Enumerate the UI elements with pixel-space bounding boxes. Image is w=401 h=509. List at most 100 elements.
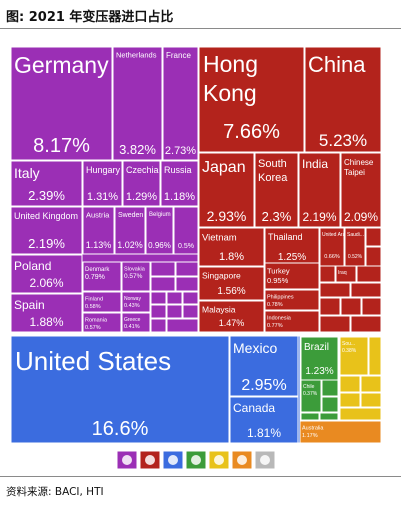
label-france: France bbox=[166, 51, 191, 60]
label-united-states: United States bbox=[15, 346, 171, 376]
cell-russia bbox=[160, 160, 199, 207]
value-turkey: 0.95% bbox=[267, 276, 289, 285]
value-denmark: 0.79% bbox=[85, 274, 105, 281]
cell-norway bbox=[121, 291, 151, 313]
small-country-cell bbox=[150, 291, 167, 305]
small-country-cell bbox=[339, 375, 361, 393]
cell-thailand bbox=[264, 227, 320, 267]
cell-czechia bbox=[122, 160, 161, 207]
value-mexico: 2.95% bbox=[241, 377, 286, 394]
value-canada: 1.81% bbox=[247, 426, 281, 440]
small-country-cell bbox=[350, 315, 382, 333]
cell-hungary bbox=[82, 160, 123, 207]
value-italy: 2.39% bbox=[28, 188, 65, 203]
label-chinese-taipei: Chinese bbox=[344, 158, 374, 167]
small-country-cell bbox=[319, 412, 339, 421]
label-romania: Romania bbox=[85, 318, 108, 324]
bottom-divider bbox=[0, 476, 401, 477]
cell-netherlands bbox=[112, 46, 163, 161]
cell-finland bbox=[82, 291, 122, 313]
africa-map-icon-glyph bbox=[214, 455, 224, 465]
cell-united-states bbox=[10, 335, 230, 444]
value-philippines: 0.78% bbox=[267, 302, 283, 308]
label-slovakia: Slovakia bbox=[124, 267, 146, 273]
cell-unlabeled bbox=[173, 206, 199, 255]
label-china: China bbox=[308, 52, 366, 77]
small-country-cell bbox=[365, 246, 382, 267]
value-vietnam: 1.8% bbox=[219, 251, 244, 263]
value-malaysia: 1.47% bbox=[219, 318, 245, 328]
small-country-cell bbox=[360, 392, 382, 408]
cell-south-africa bbox=[339, 336, 369, 376]
cell-united-kingdom bbox=[10, 206, 83, 255]
label-india: India bbox=[302, 157, 328, 171]
value-poland: 2.06% bbox=[29, 276, 63, 290]
other-map-icon-glyph bbox=[260, 455, 270, 465]
cell-sweden bbox=[114, 206, 146, 255]
small-country-cell bbox=[321, 396, 339, 413]
label-saudi-arabia: Saudi... bbox=[347, 232, 364, 238]
small-country-cell bbox=[150, 318, 167, 333]
value-romania: 0.57% bbox=[85, 325, 101, 331]
figure-title: 图: 2021 年变压器进口占比 bbox=[6, 10, 174, 25]
value-china: 5.23% bbox=[319, 131, 367, 150]
label-hong-kong: Kong bbox=[203, 80, 257, 106]
value-hong-kong: 7.66% bbox=[223, 121, 280, 143]
value-austria: 1.13% bbox=[86, 240, 112, 250]
small-country-cell bbox=[319, 315, 351, 333]
value-australia: 1.17% bbox=[302, 433, 318, 439]
value-belgium: 0.96% bbox=[148, 241, 171, 250]
cell-mexico bbox=[229, 335, 299, 397]
label-iraq: Iraq bbox=[338, 270, 347, 276]
value-singapore: 1.56% bbox=[217, 286, 245, 297]
cell-japan bbox=[198, 152, 255, 228]
label-turkey: Turkey bbox=[267, 267, 290, 276]
cell-romania bbox=[82, 312, 122, 333]
label-belgium: Belgium bbox=[149, 212, 171, 218]
label-canada: Canada bbox=[233, 401, 275, 415]
label-mexico: Mexico bbox=[233, 340, 278, 356]
cell-denmark bbox=[82, 261, 122, 292]
oceania-map-icon-glyph bbox=[237, 455, 247, 465]
value-norway: 0.43% bbox=[124, 303, 140, 309]
label-hungary: Hungary bbox=[86, 165, 121, 175]
label-thailand: Thailand bbox=[268, 232, 303, 242]
cell-philippines bbox=[264, 289, 320, 311]
cell-vietnam bbox=[198, 227, 265, 267]
cell-germany bbox=[10, 46, 113, 161]
cell-hong-kong bbox=[198, 46, 305, 153]
label-greece: Greece bbox=[124, 317, 141, 323]
label-poland: Poland bbox=[14, 259, 51, 273]
label-finland: Finland bbox=[85, 297, 103, 303]
small-country-cell bbox=[175, 276, 199, 292]
value-chinese-taipei: 2.09% bbox=[344, 210, 378, 224]
label-italy: Italy bbox=[14, 165, 40, 181]
small-country-cell bbox=[339, 407, 382, 421]
cell-italy bbox=[10, 160, 83, 207]
value-sweden: 1.02% bbox=[117, 240, 143, 250]
label-netherlands: Netherlands bbox=[116, 51, 157, 60]
value-brazil: 1.23% bbox=[305, 366, 333, 377]
cell-spain bbox=[10, 293, 83, 333]
value-indonesia: 0.77% bbox=[267, 323, 283, 329]
value-greece: 0.41% bbox=[124, 324, 140, 330]
value-czechia: 1.29% bbox=[126, 191, 157, 203]
cell-indonesia bbox=[264, 310, 320, 333]
small-country-cell bbox=[166, 304, 183, 319]
label-spain: Spain bbox=[14, 298, 45, 312]
label-chinese-taipei: Taipei bbox=[344, 168, 365, 177]
small-country-cell bbox=[339, 392, 361, 408]
cell-belgium bbox=[145, 206, 174, 255]
cell-india bbox=[298, 152, 341, 228]
value-hungary: 1.31% bbox=[87, 191, 118, 203]
cell-turkey bbox=[264, 262, 320, 290]
label-hong-kong: Hong bbox=[203, 51, 258, 77]
south-america-map-icon-glyph bbox=[191, 455, 201, 465]
value-russia: 1.18% bbox=[164, 191, 195, 203]
north-america-map-icon-glyph bbox=[168, 455, 178, 465]
value-south-africa: 0.38% bbox=[342, 348, 357, 354]
cell-slovakia bbox=[121, 261, 151, 292]
label-australia: Australia bbox=[302, 426, 324, 432]
small-country-cell bbox=[319, 265, 336, 283]
